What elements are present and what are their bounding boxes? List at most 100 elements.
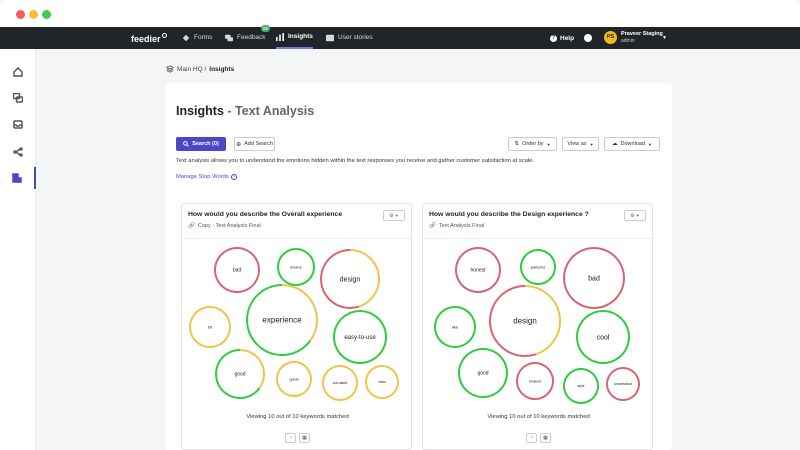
bubble-label: design (513, 317, 537, 326)
add-search-button[interactable]: ⊕ Add Search (234, 137, 275, 151)
bubble-ring (563, 247, 625, 309)
bubble-ring (576, 310, 630, 364)
keyword-bubble-out-dated[interactable]: out-dated (322, 365, 358, 401)
card-title: How would you describe the Overall exper… (188, 211, 343, 218)
nav-user-stories[interactable]: User stories (326, 27, 373, 49)
nav-insights[interactable]: Insights (276, 27, 313, 49)
table-view-button[interactable]: ▦ (299, 433, 310, 443)
keyword-bubble-understand[interactable]: understand (606, 367, 640, 401)
keyword-bubble-experience[interactable]: experience (246, 284, 318, 356)
gear-icon: ⚙ (389, 212, 394, 219)
speedometer-icon[interactable] (584, 34, 592, 42)
bubble-label: looked (529, 378, 541, 383)
keyword-bubble-good[interactable]: good (458, 348, 508, 398)
sidebar-item-integrations[interactable] (0, 141, 36, 163)
keyword-bubble-insane[interactable]: insane (277, 248, 315, 286)
window-chrome (0, 0, 800, 27)
breadcrumb-current: Insights (209, 65, 235, 73)
maximize-window-button[interactable] (42, 10, 51, 19)
bubble-label: good (477, 371, 488, 377)
bubble-ring (349, 249, 380, 308)
order-by-dropdown[interactable]: ⇅ Order by ▼ (508, 137, 557, 151)
insight-card-design: How would you describe the Design experi… (422, 203, 654, 450)
nav-feedback[interactable]: Feedback 99 (225, 25, 271, 49)
link-icon: 🔗 (429, 223, 436, 229)
keyword-bubble-clear[interactable]: clear (365, 365, 399, 399)
help-button[interactable]: ? Help (550, 27, 574, 49)
page-title-main: Insights (176, 104, 224, 118)
keyword-bubble-easy-to-use[interactable]: easy-to-use (333, 310, 387, 364)
bubble-label: like (452, 324, 459, 329)
breadcrumb: Main HQ / Insights (166, 65, 234, 73)
keyword-bubble-looked[interactable]: looked (516, 362, 554, 400)
keyword-bubble-cool[interactable]: cool (576, 310, 630, 364)
bubble-label: patterns (531, 264, 545, 269)
bubble-label: design (340, 276, 361, 283)
bubble-view-button[interactable]: ◔ (526, 433, 537, 443)
bubble-ring (434, 306, 476, 348)
minimize-window-button[interactable] (29, 10, 38, 19)
bubble-label: clear (378, 380, 386, 384)
feedback-count-badge: 99 (261, 25, 271, 32)
close-window-button[interactable] (16, 10, 25, 19)
bubble-view-button[interactable]: ◔ (285, 433, 296, 443)
card-subtitle: 🔗 Copy - Text Analysis Final (188, 223, 261, 229)
view-as-dropdown[interactable]: View as ▼ (562, 137, 599, 151)
keyword-bubble-honest[interactable]: honest (455, 247, 501, 293)
insights-icon (276, 33, 284, 41)
page-title: Insights - Text Analysis (176, 104, 314, 118)
chevron-down-icon: ▼ (394, 213, 399, 218)
card-settings-button[interactable]: ⚙ ▼ (383, 210, 405, 221)
keywords-matched-text: Viewing 10 out of 10 keywords matched (246, 414, 349, 420)
user-stories-icon (326, 34, 334, 42)
bubble-ring (520, 249, 556, 285)
manage-stop-words-link[interactable]: Manage Stop Words ? (176, 174, 237, 180)
keyword-bubble-like[interactable]: like (434, 306, 476, 348)
avatar[interactable]: PS (604, 31, 617, 44)
add-search-label: Add Search (244, 141, 273, 147)
bubble-chart: bad insane design bit experience easy-to-use g… (182, 238, 413, 412)
bubble-label: experience (262, 316, 302, 325)
sidebar-item-home[interactable] (0, 61, 36, 83)
integrations-icon (13, 147, 23, 157)
bubble-ring (246, 284, 312, 356)
keyword-bubble-bad[interactable]: bad (214, 247, 260, 293)
bubble-label: bad (233, 268, 242, 274)
bubble-view-icon: ◔ (288, 435, 293, 441)
bubble-label: insane (290, 264, 303, 269)
bubble-view-icon: ◔ (529, 435, 534, 441)
breadcrumb-parent[interactable]: Main HQ / (177, 65, 207, 73)
chevron-down-icon[interactable]: ▼ (662, 35, 667, 41)
bubble-ring (516, 362, 554, 400)
keyword-bubble-bad[interactable]: bad (563, 247, 625, 309)
sidebar-item-chat[interactable] (0, 87, 36, 109)
keyword-bubble-bit[interactable]: bit (189, 306, 231, 348)
card-subtitle-text: Copy - Text Analysis Final (197, 223, 261, 229)
sidebar (0, 49, 36, 450)
bubble-ring (333, 310, 387, 364)
keyword-bubble-patterns[interactable]: patterns (520, 249, 556, 285)
keyword-bubble-design[interactable]: design (320, 249, 380, 309)
table-view-icon: ▦ (302, 435, 307, 441)
sort-icon: ⇅ (514, 141, 520, 147)
bubble-chart-svg: honest patterns bad like design cool good looke… (434, 247, 640, 404)
keyword-bubble-good[interactable]: good (215, 349, 265, 399)
bubble-ring (458, 348, 508, 398)
keyword-bubble-style[interactable]: style (563, 368, 599, 404)
card-settings-button[interactable]: ⚙ ▼ (624, 210, 646, 221)
table-view-button[interactable]: ▦ (540, 433, 551, 443)
download-dropdown[interactable]: ☁ Download ▼ (604, 137, 660, 151)
search-button[interactable]: Search (0) (176, 137, 226, 151)
user-name[interactable]: Praveer Staging (621, 31, 663, 37)
keyword-bubble-great[interactable]: great (276, 361, 312, 397)
keyword-bubble-design[interactable]: design (489, 285, 561, 357)
search-icon (183, 141, 189, 147)
bubble-chart: honest patterns bad like design cool good looke… (423, 238, 654, 412)
nav-forms[interactable]: Forms (182, 27, 212, 49)
sidebar-item-analytics[interactable] (0, 167, 36, 189)
logo[interactable]: feedier (131, 33, 167, 44)
bubble-label: bad (588, 275, 600, 282)
cloud-download-icon: ☁ (612, 141, 618, 147)
keywords-matched-text: Viewing 10 out of 10 keywords matched (487, 414, 590, 420)
sidebar-item-inbox[interactable] (0, 113, 36, 135)
